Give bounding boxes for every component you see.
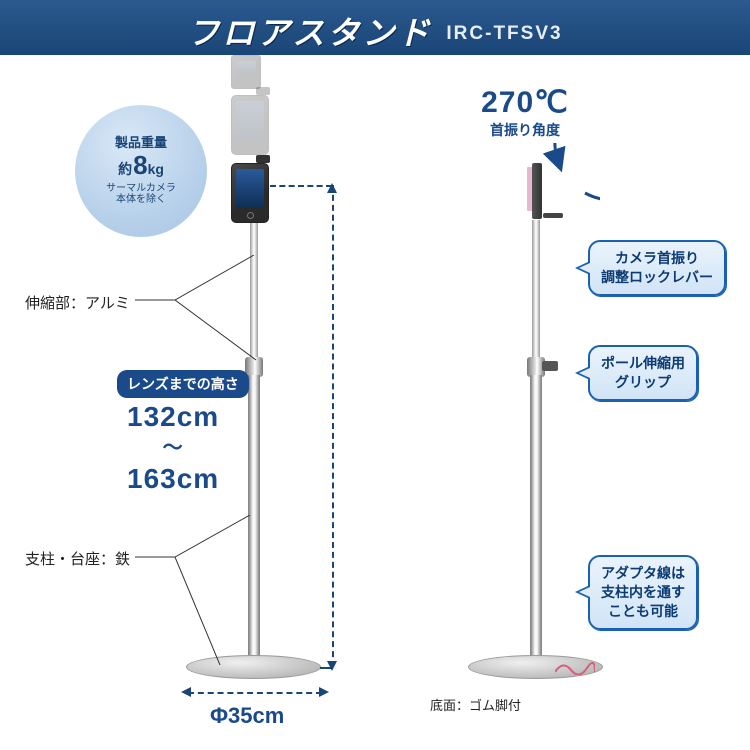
label-extension: 伸縮部：アルミ [25, 292, 130, 313]
callout-grip: ポール伸縮用グリップ [588, 345, 698, 401]
height-values: 132cm 〜 163cm [127, 399, 219, 498]
rotation-label: 270℃ 首振り角度 [440, 85, 610, 140]
camera-ghost-top [231, 55, 261, 89]
callout-lever: カメラ首振り調整ロックレバー [588, 240, 726, 296]
weight-note1: サーマルカメラ [106, 183, 176, 195]
callout-lever-text: カメラ首振り調整ロックレバー [601, 250, 713, 285]
diameter-value: Φ35cm [210, 703, 284, 729]
model-number: IRC-TFSV3 [446, 23, 562, 45]
diameter-line [188, 692, 322, 694]
weight-unit: kg [148, 161, 164, 177]
height-min: 132cm [127, 399, 219, 435]
weight-number: 8 [133, 150, 147, 180]
header-bar: フロアスタンド IRC-TFSV3 [0, 0, 750, 55]
diagram-canvas: 製品重量 約8kg サーマルカメラ 本体を除く 270℃ 首振り角度 [0, 55, 750, 750]
leader-post-base [130, 515, 280, 675]
weight-prefix: 約 [118, 161, 132, 177]
height-dash-line [332, 185, 334, 667]
callout-adapter-text: アダプタ線は支柱内を通すことも可能 [601, 565, 685, 619]
arrow-left-icon [181, 687, 191, 697]
product-title: フロアスタンド [187, 8, 432, 54]
cord-icon [555, 660, 595, 675]
bottom-note: 底面：ゴム脚付 [430, 695, 521, 714]
arrow-up-icon [327, 183, 337, 193]
weight-note2: 本体を除く [116, 194, 166, 206]
camera-front [231, 163, 269, 223]
height-max: 163cm [127, 461, 219, 497]
weight-label: 製品重量 [115, 136, 167, 151]
weight-value-row: 約8kg [118, 151, 164, 181]
pole-lower-right [530, 375, 542, 660]
dash-top [270, 185, 332, 187]
weight-badge: 製品重量 約8kg サーマルカメラ 本体を除く [75, 105, 207, 237]
height-tilde: 〜 [127, 435, 219, 461]
callout-grip-text: ポール伸縮用グリップ [601, 355, 685, 390]
arrow-down-icon [327, 661, 337, 671]
arrow-right-icon [319, 687, 329, 697]
extend-grip [542, 361, 558, 371]
label-post-base: 支柱・台座：鉄 [25, 548, 130, 569]
callout-adapter: アダプタ線は支柱内を通すことも可能 [588, 555, 698, 630]
camera-ghost-mid [231, 95, 269, 155]
rotation-value: 270℃ [440, 85, 610, 120]
leader-extension [130, 255, 260, 375]
rotation-caption: 首振り角度 [440, 120, 610, 140]
